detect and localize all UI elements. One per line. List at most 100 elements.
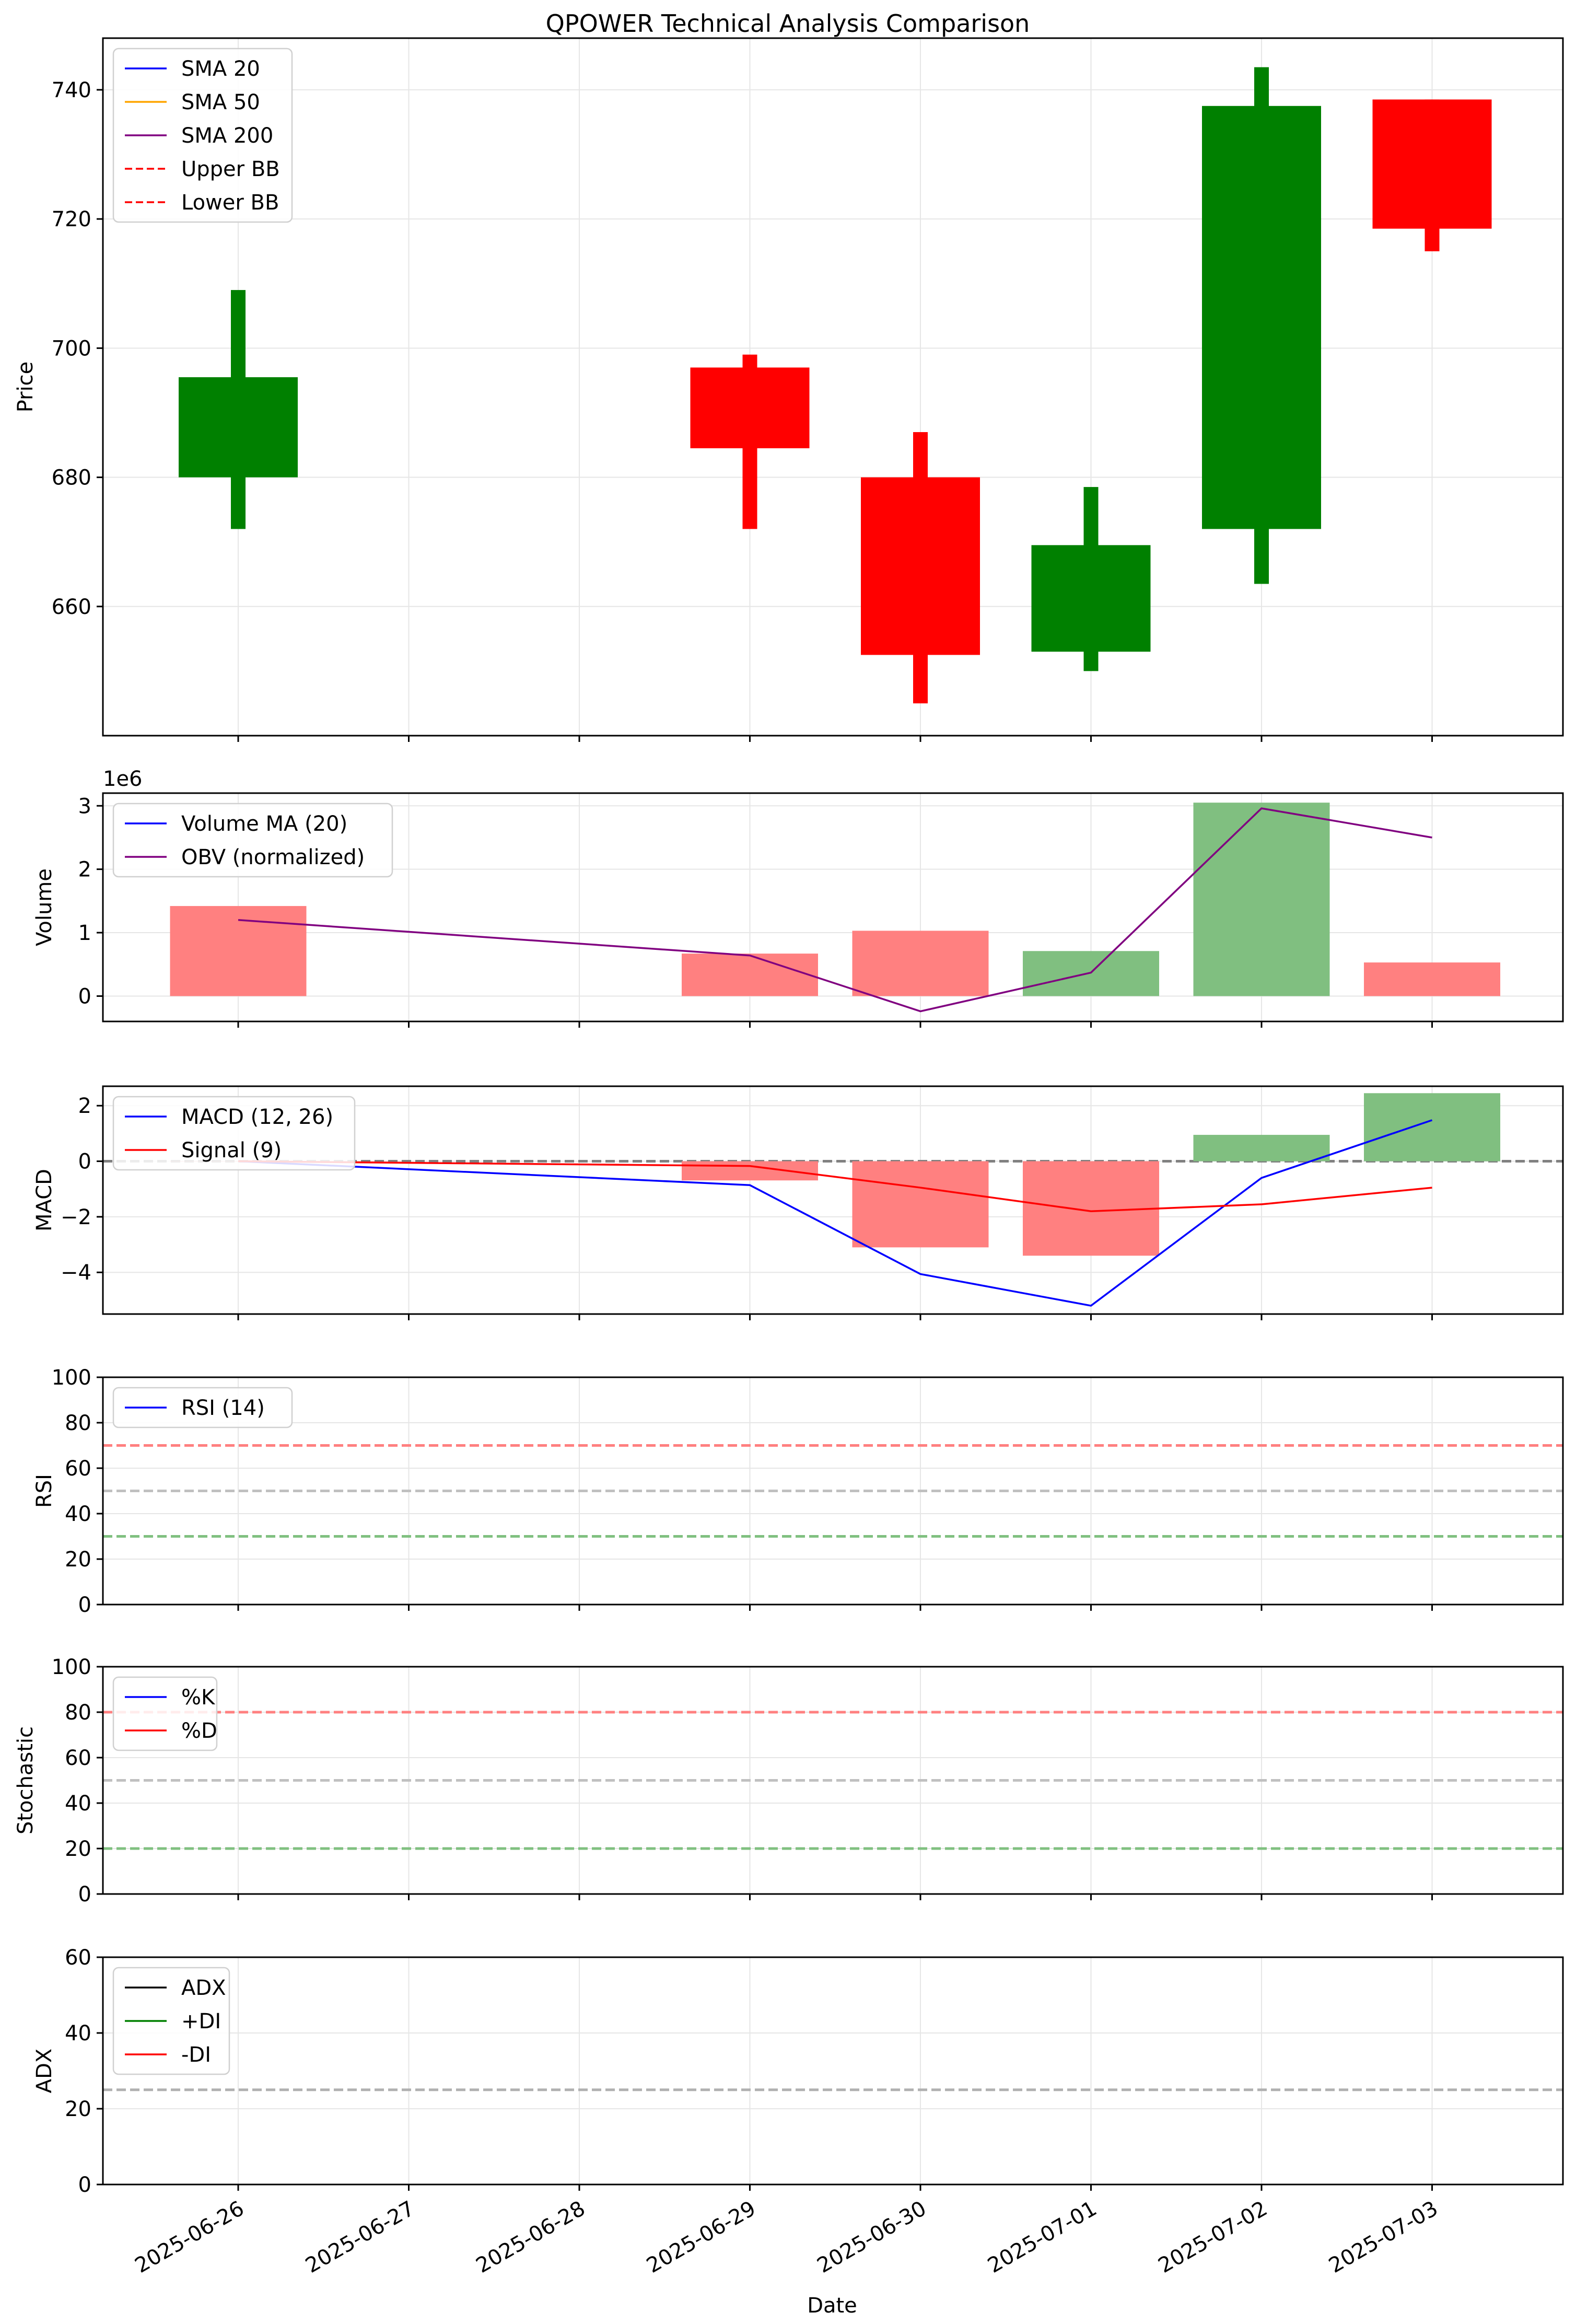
macd-frame xyxy=(102,1085,1564,1315)
bar-2025-06-30 xyxy=(852,1161,989,1248)
volume-frame xyxy=(102,792,1564,1022)
legend-box xyxy=(112,1096,356,1171)
stochastic-x-ticks xyxy=(237,1894,1433,1900)
legend-entry: %K xyxy=(181,1686,216,1710)
candle-body-2025-06-30 xyxy=(861,477,980,655)
y-tick-label: 2 xyxy=(78,1094,91,1118)
legend-box xyxy=(112,1676,218,1751)
y-tick-label: 60 xyxy=(65,1457,91,1481)
legend-box xyxy=(112,1967,230,2075)
legend-entry: +DI xyxy=(181,2009,221,2034)
price-x-ticks xyxy=(237,736,1433,742)
price-y-ticks: 660 680 700 720 740 xyxy=(52,78,103,619)
series-line xyxy=(238,807,1432,1013)
rsi-x-ticks xyxy=(237,1605,1433,1611)
y-tick-label: −2 xyxy=(61,1205,91,1229)
x-tick-label: 2025-06-29 xyxy=(643,2197,760,2278)
bar-2025-06-26 xyxy=(170,906,307,996)
legend-entry: Upper BB xyxy=(181,157,280,181)
y-tick-label: 0 xyxy=(78,984,91,1008)
x-tick-label: 2025-07-02 xyxy=(1154,2197,1271,2278)
y-tick-label: 1 xyxy=(78,921,91,945)
y-tick-label: 0 xyxy=(78,1150,91,1174)
bar-2025-06-29 xyxy=(682,1161,818,1181)
y-tick-label: 40 xyxy=(65,2021,91,2046)
price-y-axis-label: Price xyxy=(14,362,38,413)
bar-2025-07-02 xyxy=(1193,803,1330,996)
y-tick-label: 100 xyxy=(52,1366,91,1390)
stochastic-plot-area xyxy=(103,1711,1563,1850)
macd-panel: −4 −2 0 2 MACD MACD (12, 26) Signal (9) xyxy=(32,1085,1564,1320)
y-tick-label: 20 xyxy=(65,2097,91,2121)
bar-2025-07-03 xyxy=(1364,1093,1500,1161)
volume-plot-area xyxy=(170,803,1500,1013)
bar-2025-06-30 xyxy=(852,931,989,996)
y-tick-label: 740 xyxy=(52,78,91,102)
adx-frame xyxy=(102,1956,1564,2186)
stochastic-y-axis-label: Stochastic xyxy=(14,1726,38,1834)
x-tick-label: 2025-06-26 xyxy=(131,2197,248,2278)
stochastic-frame xyxy=(102,1666,1564,1895)
rsi-frame xyxy=(102,1376,1564,1606)
volume-y-axis-label: Volume xyxy=(32,868,56,946)
adx-x-ticks xyxy=(237,2184,1433,2191)
legend-entry: OBV (normalized) xyxy=(181,845,365,869)
y-tick-label: 60 xyxy=(65,1746,91,1770)
candle-body-2025-06-29 xyxy=(690,367,810,448)
y-tick-label: 3 xyxy=(78,794,91,818)
y-tick-label: 80 xyxy=(65,1411,91,1435)
x-axis-label: Date xyxy=(807,2294,857,2318)
y-tick-label: 20 xyxy=(65,1548,91,1572)
adx-y-ticks: 0 20 40 60 xyxy=(65,1946,103,2197)
legend-entry: Lower BB xyxy=(181,191,279,215)
y-tick-label: 720 xyxy=(52,207,91,231)
y-tick-label: 680 xyxy=(52,466,91,490)
rsi-y-ticks: 0 20 40 60 80 100 xyxy=(52,1366,103,1617)
x-tick-label: 2025-06-30 xyxy=(813,2197,930,2278)
legend-entry: MACD (12, 26) xyxy=(181,1105,333,1129)
legend-box xyxy=(112,48,293,223)
legend-entry: -DI xyxy=(181,2043,211,2067)
candle-body-2025-07-01 xyxy=(1031,545,1151,652)
candle-body-2025-07-02 xyxy=(1202,106,1321,529)
legend-entry: ADX xyxy=(181,1976,226,2000)
stochastic-panel: 0 20 40 60 80 100 Stochastic %K %D xyxy=(14,1655,1564,1907)
y-tick-label: 80 xyxy=(65,1701,91,1725)
legend-entry: Signal (9) xyxy=(181,1138,282,1163)
macd-plot-area xyxy=(103,1093,1563,1307)
macd-x-ticks xyxy=(237,1314,1433,1320)
y-tick-label: 40 xyxy=(65,1502,91,1526)
series-line xyxy=(238,1119,1433,1307)
legend-entry: SMA 200 xyxy=(181,124,273,148)
bar-2025-07-01 xyxy=(1023,951,1159,996)
bar-2025-07-01 xyxy=(1023,1161,1159,1256)
bar-2025-07-03 xyxy=(1364,962,1500,996)
y-tick-label: 40 xyxy=(65,1792,91,1816)
macd-legend: MACD (12, 26) Signal (9) xyxy=(112,1096,356,1171)
bar-2025-07-02 xyxy=(1193,1135,1330,1161)
candle-body-2025-06-26 xyxy=(179,377,298,478)
rsi-plot-area xyxy=(103,1444,1563,1538)
legend-entry: SMA 20 xyxy=(181,57,260,81)
price-panel: 660 680 700 720 740 Price SMA 20 SMA 50 SMA 200 U… xyxy=(14,37,1564,742)
stochastic-legend: %K %D xyxy=(112,1676,218,1751)
price-plot-area xyxy=(179,67,1492,704)
macd-y-axis-label: MACD xyxy=(32,1169,56,1231)
x-tick-label: 2025-07-01 xyxy=(984,2197,1101,2278)
volume-legend: Volume MA (20) OBV (normalized) xyxy=(112,803,393,878)
x-tick-label: 2025-07-03 xyxy=(1325,2197,1442,2278)
y-tick-label: 60 xyxy=(65,1946,91,1970)
legend-entry: %D xyxy=(181,1719,217,1743)
figure-title: QPOWER Technical Analysis Comparison xyxy=(546,9,1030,38)
adx-y-axis-label: ADX xyxy=(32,2049,56,2094)
adx-legend: ADX +DI -DI xyxy=(112,1967,230,2075)
y-tick-label: −4 xyxy=(61,1261,91,1285)
axis-offset-label: 1e6 xyxy=(103,767,143,791)
adx-grid xyxy=(103,1957,1563,2185)
legend-box xyxy=(112,803,393,878)
price-grid xyxy=(103,38,1563,736)
volume-y-ticks: 0 1 2 3 xyxy=(78,794,103,1008)
price-frame xyxy=(102,37,1564,737)
y-tick-label: 2 xyxy=(78,858,91,882)
x-tick-label: 2025-06-27 xyxy=(301,2197,418,2278)
